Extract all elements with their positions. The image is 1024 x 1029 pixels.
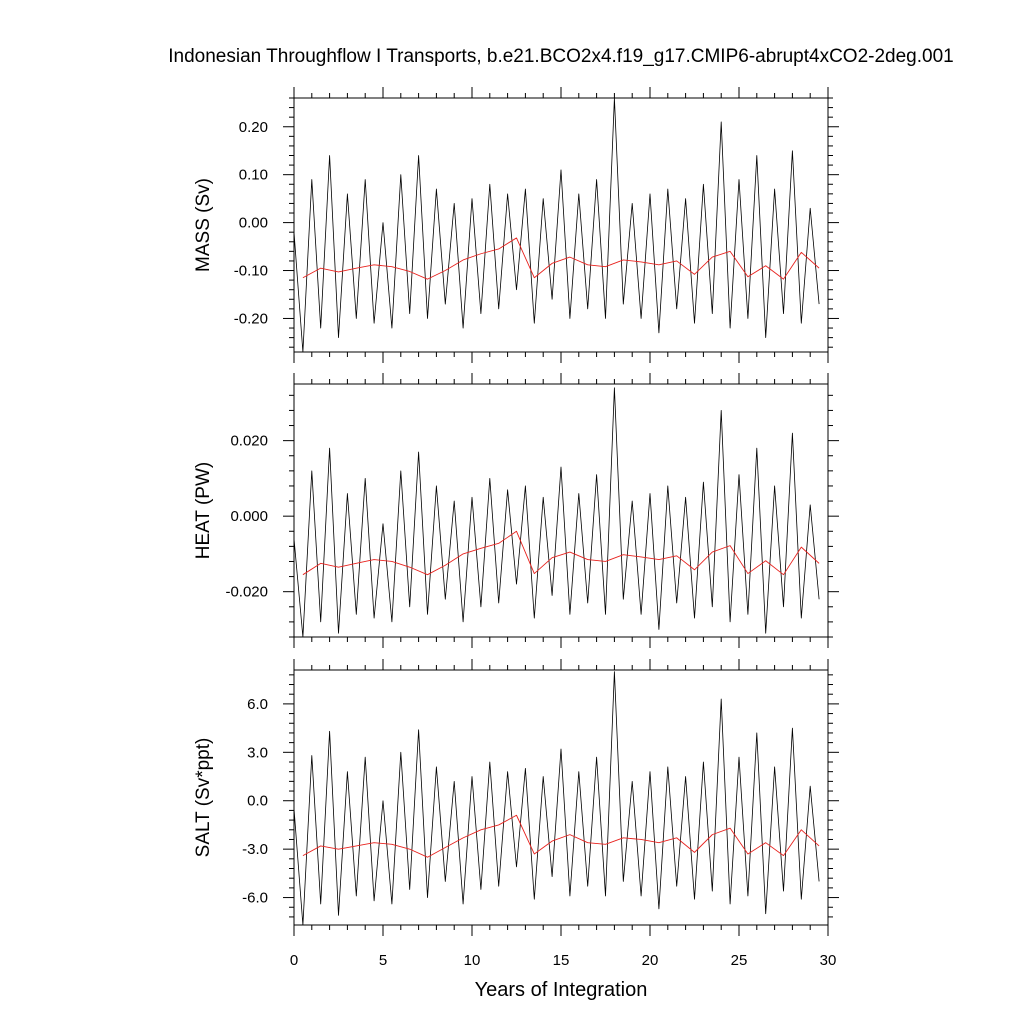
x-tick-label: 5 <box>379 952 387 969</box>
plot-frame <box>293 669 829 926</box>
plot-frame <box>293 383 829 638</box>
chart-panel-salt: 6.0 3.0 0.0 -3.0 -6.0 0 5 10 15 20 25 30 SALT (Sv*pp… <box>193 659 839 969</box>
y-tick-label: 3.0 <box>247 744 268 761</box>
y-tick-label: -3.0 <box>242 841 268 858</box>
y-tick-label: 0.0 <box>247 793 268 810</box>
y-axis-label: MASS (Sv) <box>193 178 214 272</box>
y-tick-label: -0.20 <box>234 310 268 327</box>
y-tick-label: 0.00 <box>239 215 268 232</box>
y-tick-label: -0.10 <box>234 263 268 280</box>
annual-mean-line <box>302 237 820 280</box>
monthly-line <box>293 387 820 638</box>
y-tick-label: -0.020 <box>225 584 268 601</box>
annual-mean-line <box>302 530 820 576</box>
y-tick-label: 0.10 <box>239 167 268 184</box>
figure-title: Indonesian Throughflow I Transports, b.e… <box>168 46 954 67</box>
x-tick-label: 15 <box>553 952 570 969</box>
x-tick-label: 25 <box>731 952 748 969</box>
annual-mean-line <box>302 814 820 858</box>
y-tick-label: 0.000 <box>230 508 268 525</box>
y-tick-label: 0.020 <box>230 433 268 450</box>
x-tick-label: 20 <box>642 952 659 969</box>
x-axis-label: Years of Integration <box>475 979 648 1001</box>
y-tick-label: 0.20 <box>239 119 268 136</box>
y-axis-label: SALT (Sv*ppt) <box>193 738 214 858</box>
y-tick-label: 6.0 <box>247 696 268 713</box>
x-tick-label: 0 <box>290 952 298 969</box>
x-tick-label: 30 <box>820 952 837 969</box>
chart-panel-heat: 0.020 0.000 -0.020 HEAT (PW) <box>193 373 839 648</box>
y-tick-label: -6.0 <box>242 890 268 907</box>
chart-panel-mass: 0.20 0.10 0.00 -0.10 -0.20 MASS (Sv) <box>193 87 839 363</box>
monthly-line <box>293 671 820 926</box>
y-axis-label: HEAT (PW) <box>193 462 214 559</box>
x-tick-label: 10 <box>464 952 481 969</box>
monthly-line <box>293 97 820 353</box>
